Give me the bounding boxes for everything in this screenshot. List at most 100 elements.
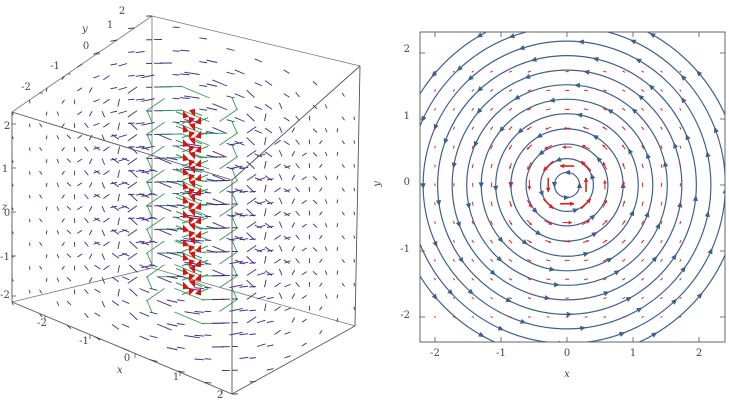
field-dash bbox=[212, 150, 228, 158]
field-dash bbox=[324, 246, 328, 252]
field-dash bbox=[284, 212, 291, 216]
field-dash bbox=[77, 111, 83, 116]
field-dash bbox=[219, 274, 239, 289]
field-dash bbox=[39, 289, 43, 294]
stream-arrowhead bbox=[477, 86, 484, 93]
field-dash bbox=[146, 300, 153, 314]
vector-arrow bbox=[452, 145, 455, 149]
vector-arrow bbox=[471, 277, 475, 281]
field-dash bbox=[61, 99, 65, 104]
field-dash bbox=[249, 357, 256, 359]
vector-arrow bbox=[471, 239, 475, 244]
field-dash bbox=[118, 86, 128, 91]
field-dash bbox=[39, 194, 43, 199]
vector-arrowhead bbox=[529, 241, 532, 243]
stream-arrowhead bbox=[572, 208, 579, 214]
y-tick-label-minus2: -2 bbox=[400, 310, 410, 321]
field-dash bbox=[111, 181, 120, 188]
vector-arrowhead bbox=[527, 186, 532, 190]
field-dash bbox=[264, 303, 267, 312]
vector-arrow bbox=[621, 126, 626, 131]
column-red-arrowhead bbox=[183, 210, 189, 219]
field-dash bbox=[45, 254, 48, 259]
column-red-arrowhead bbox=[189, 273, 195, 282]
column-red-arrowhead bbox=[183, 139, 189, 148]
stream-arrowhead bbox=[391, 184, 396, 190]
vector-arrow bbox=[527, 107, 532, 111]
vector-arrowhead bbox=[568, 220, 572, 225]
vector-arrow bbox=[584, 297, 588, 299]
field-dash bbox=[341, 259, 345, 264]
field-dash bbox=[128, 75, 135, 77]
vector-arrow bbox=[527, 258, 532, 262]
field-dash bbox=[266, 201, 274, 205]
stream-arrowhead bbox=[577, 39, 585, 45]
vector-arrowhead bbox=[529, 222, 532, 226]
z-axis-label-3d: z bbox=[1, 202, 8, 213]
field-dash bbox=[149, 169, 158, 173]
stream-arrowhead bbox=[692, 194, 699, 202]
field-dash bbox=[101, 277, 106, 284]
field-dash bbox=[301, 342, 307, 347]
field-dash bbox=[234, 117, 245, 122]
stream-arrowhead bbox=[629, 39, 637, 45]
vector-arrow bbox=[660, 89, 663, 92]
column-red-arrowhead bbox=[189, 230, 195, 239]
vector-field-3d-plot: 2 1 0 -1 -2 y 2 1 0 -1 -2 z -2 -1 0 1 2 … bbox=[0, 6, 361, 401]
field-dash bbox=[239, 190, 249, 193]
field-dash bbox=[254, 177, 263, 182]
field-dash bbox=[264, 113, 267, 122]
field-dash bbox=[149, 192, 158, 196]
stream-arrowhead bbox=[499, 126, 505, 133]
field-dash bbox=[264, 103, 273, 110]
field-dash bbox=[266, 344, 274, 347]
field-dash bbox=[264, 184, 267, 193]
field-dash bbox=[56, 301, 60, 306]
vector-arrowhead bbox=[583, 126, 586, 130]
x-tick-minus1: -1 bbox=[79, 336, 89, 347]
stream-arrowhead bbox=[592, 134, 599, 141]
field-dash bbox=[66, 300, 72, 306]
vector-arrow bbox=[641, 277, 645, 281]
field-dash bbox=[341, 235, 345, 240]
stream-arrowhead bbox=[576, 112, 583, 118]
vector-arrow bbox=[660, 239, 663, 244]
column-red-arrowhead bbox=[189, 244, 195, 253]
stream-arrowhead bbox=[636, 307, 643, 313]
column-red-arrowhead bbox=[195, 230, 201, 239]
field-dash bbox=[176, 346, 185, 349]
column-red-arrowhead bbox=[189, 108, 195, 117]
field-dash bbox=[264, 160, 267, 169]
vector-arrowhead bbox=[622, 200, 626, 204]
streamline bbox=[451, 69, 683, 301]
field-dash bbox=[229, 165, 243, 170]
stream-arrowhead bbox=[648, 84, 655, 91]
field-dash bbox=[110, 63, 118, 66]
field-dash bbox=[77, 87, 83, 92]
field-dash bbox=[145, 216, 165, 231]
x-tick-0: 0 bbox=[124, 353, 130, 364]
stream-arrowhead bbox=[671, 298, 678, 305]
stream-arrowhead bbox=[655, 222, 661, 230]
field-dash bbox=[283, 235, 290, 241]
field-dash bbox=[284, 284, 291, 288]
field-dash bbox=[129, 193, 138, 202]
field-dash bbox=[336, 128, 339, 133]
vector-arrowhead bbox=[602, 162, 606, 166]
column-red-arrowhead bbox=[189, 251, 195, 260]
field-dash bbox=[212, 222, 228, 229]
field-dash bbox=[283, 117, 290, 122]
field-dash bbox=[284, 331, 291, 335]
field-dash bbox=[312, 270, 318, 276]
vector-arrow bbox=[508, 126, 513, 131]
field-dash bbox=[239, 238, 249, 241]
field-dash bbox=[194, 239, 205, 242]
stream-arrowhead bbox=[524, 73, 531, 79]
field-dash bbox=[180, 85, 210, 99]
stream-arrowhead bbox=[496, 255, 503, 262]
field-dash bbox=[291, 317, 296, 323]
field-dash bbox=[249, 238, 256, 240]
field-dash bbox=[103, 217, 110, 223]
vector-arrow bbox=[434, 221, 436, 225]
stream-arrowhead bbox=[680, 97, 687, 104]
